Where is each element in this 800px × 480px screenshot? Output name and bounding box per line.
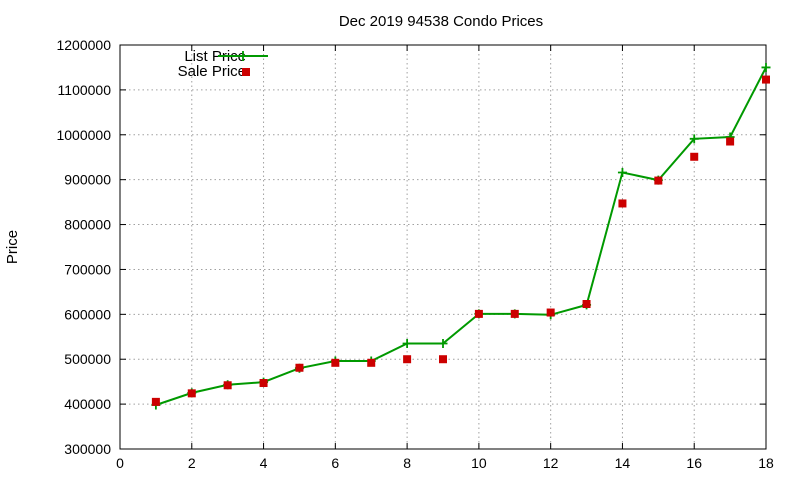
sale-price-point xyxy=(762,75,770,84)
y-tick-label: 700000 xyxy=(64,261,111,277)
sale-price-point xyxy=(331,358,340,367)
x-tick-label: 14 xyxy=(615,455,631,471)
sale-price-point xyxy=(726,137,735,146)
y-tick-label: 1100000 xyxy=(58,82,112,98)
grid-lines xyxy=(120,45,766,449)
sale-price-point xyxy=(439,355,447,364)
sale-price-point xyxy=(654,176,663,185)
y-axis-title: Price xyxy=(4,230,21,264)
sale-price-point xyxy=(690,152,699,161)
series-layer xyxy=(151,62,771,410)
x-tick-label: 4 xyxy=(260,455,268,471)
sale-price-point xyxy=(259,379,268,388)
y-tick-label: 900000 xyxy=(64,172,111,188)
x-tick-label: 8 xyxy=(403,455,411,471)
list-price-point xyxy=(402,339,412,349)
tick-labels: 300000 400000 500000 600000 700000 800000 9000… xyxy=(56,37,774,471)
y-tick-label: 300000 xyxy=(64,441,111,457)
legend-marker-sale-price xyxy=(242,68,250,76)
legend-label-list-price: List Price xyxy=(184,48,246,65)
list-price-line xyxy=(155,66,767,406)
y-tick-label: 600000 xyxy=(64,306,111,322)
x-tick-label: 0 xyxy=(116,455,124,471)
x-tick-label: 2 xyxy=(188,455,196,471)
list-price-point xyxy=(438,339,448,349)
sale-price-point xyxy=(223,381,232,390)
y-tick-label: 400000 xyxy=(64,396,111,412)
x-tick-label: 16 xyxy=(686,455,702,471)
x-tick-label: 6 xyxy=(331,455,339,471)
axis-ticks xyxy=(119,44,767,450)
sale-price-point xyxy=(582,300,591,309)
y-tick-label: 1200000 xyxy=(56,37,111,53)
legend-marker-list-price xyxy=(238,51,248,61)
sale-price-point xyxy=(618,199,627,208)
chart-title: Dec 2019 94538 Condo Prices xyxy=(339,13,543,30)
sale-price-point xyxy=(151,397,160,406)
sale-price-point xyxy=(510,309,519,318)
plot-frame xyxy=(119,44,767,450)
legend-label-sale-price: Sale Price xyxy=(178,63,246,80)
sale-price-point xyxy=(403,355,412,364)
y-tick-label: 800000 xyxy=(64,217,111,233)
sale-price-point xyxy=(187,389,196,398)
sale-price-point xyxy=(295,363,304,372)
y-tick-label: 1000000 xyxy=(56,127,111,143)
y-tick-label: 500000 xyxy=(64,351,111,367)
sale-price-point xyxy=(474,309,483,318)
x-tick-label: 12 xyxy=(543,455,559,471)
sale-price-point xyxy=(546,308,555,317)
legend: List Price Sale Price xyxy=(178,48,268,80)
list-price-point xyxy=(689,134,699,144)
list-price-point xyxy=(617,167,627,177)
list-price-point xyxy=(761,62,771,72)
sale-price-point xyxy=(367,358,376,367)
x-tick-label: 18 xyxy=(758,455,774,471)
x-tick-label: 10 xyxy=(471,455,487,471)
